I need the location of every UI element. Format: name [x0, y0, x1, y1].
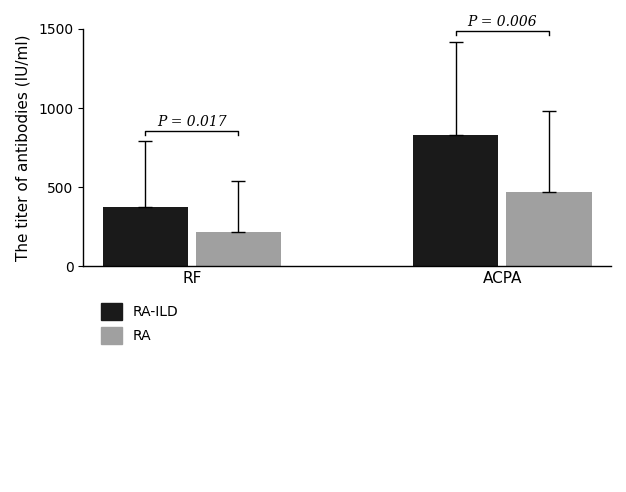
Bar [506, 192, 592, 266]
Y-axis label: The titer of antibodies (IU/ml): The titer of antibodies (IU/ml) [15, 34, 30, 261]
Bar [196, 232, 281, 266]
Text: P = 0.017: P = 0.017 [157, 115, 227, 128]
Legend: RA-ILD, RA: RA-ILD, RA [95, 298, 184, 349]
Text: P = 0.006: P = 0.006 [468, 15, 537, 29]
Bar [103, 207, 188, 266]
Bar [413, 135, 498, 266]
